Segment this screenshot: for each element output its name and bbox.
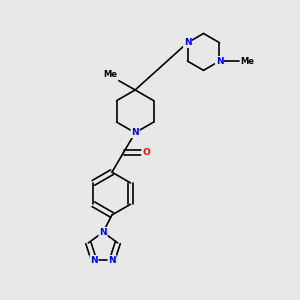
- Text: N: N: [184, 38, 191, 47]
- Text: N: N: [99, 228, 107, 237]
- Text: N: N: [131, 128, 139, 137]
- Text: Me: Me: [241, 57, 255, 66]
- Text: Me: Me: [103, 70, 117, 79]
- Text: N: N: [108, 256, 116, 265]
- Text: N: N: [90, 256, 98, 265]
- Text: O: O: [142, 148, 150, 157]
- Text: N: N: [216, 57, 223, 66]
